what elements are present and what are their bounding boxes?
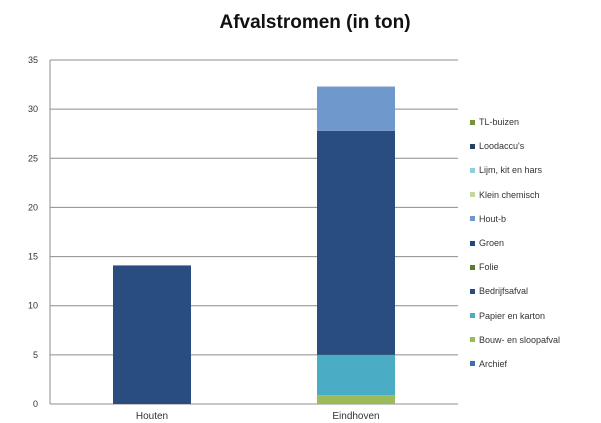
y-tick-label: 15 <box>28 252 38 262</box>
x-tick-label: Eindhoven <box>332 411 379 422</box>
legend-item: TL-buizen <box>470 110 560 134</box>
legend-item: Bouw- en sloopafval <box>470 328 560 352</box>
legend-swatch <box>470 313 475 319</box>
y-tick-label: 0 <box>33 399 38 409</box>
bar-segment-1-papier-en-karton <box>317 354 395 396</box>
bar-segment-1-hout-b <box>317 86 395 131</box>
y-tick-label: 30 <box>28 104 38 114</box>
x-tick-label: Houten <box>136 411 168 422</box>
legend-label: Klein chemisch <box>479 189 540 200</box>
legend-label: Bedrijfsafval <box>479 286 529 297</box>
chart-legend: TL-buizen Loodaccu's Lijm, kit en hars Klei… <box>470 110 560 376</box>
legend-swatch <box>470 216 475 222</box>
legend-swatch <box>470 192 475 198</box>
legend-swatch <box>470 288 475 294</box>
legend-item: Klein chemisch <box>470 183 560 207</box>
legend-swatch <box>470 337 475 343</box>
bar-segment-1-bouw-en-sloopafval <box>317 395 395 404</box>
legend-label: Loodaccu's <box>479 141 525 152</box>
y-tick-label: 20 <box>28 202 38 212</box>
legend-swatch <box>470 264 475 270</box>
legend-item: Lijm, kit en hars <box>470 158 560 182</box>
legend-item: Groen <box>470 231 560 255</box>
legend-label: Lijm, kit en hars <box>479 165 543 176</box>
legend-label: Bouw- en sloopafval <box>479 334 561 345</box>
legend-swatch <box>470 167 475 173</box>
legend-item: Bedrijfsafval <box>470 279 560 303</box>
y-tick-label: 25 <box>28 153 38 163</box>
legend-label: Folie <box>479 262 499 273</box>
legend-label: Archief <box>479 358 508 369</box>
y-tick-label: 10 <box>28 301 38 311</box>
legend-swatch <box>470 143 475 149</box>
legend-item: Hout-b <box>470 207 560 231</box>
chart-title: Afvalstromen (in ton) <box>219 12 411 33</box>
bar-segment-1-bedrijfsafval <box>317 130 395 355</box>
legend-swatch <box>470 240 475 246</box>
legend-item: Papier en karton <box>470 304 560 328</box>
legend-swatch <box>470 361 475 367</box>
y-tick-label: 5 <box>33 350 38 360</box>
legend-label: Hout-b <box>479 213 507 224</box>
legend-label: TL-buizen <box>479 117 520 128</box>
legend-label: Groen <box>479 238 505 249</box>
legend-item: Folie <box>470 255 560 279</box>
legend-item: Loodaccu's <box>470 134 560 158</box>
y-tick-label: 35 <box>28 55 38 65</box>
bar-segment-0-bedrijfsafval <box>113 265 191 404</box>
legend-label: Papier en karton <box>479 310 546 321</box>
legend-swatch <box>470 119 475 125</box>
legend-item: Archief <box>470 352 560 376</box>
